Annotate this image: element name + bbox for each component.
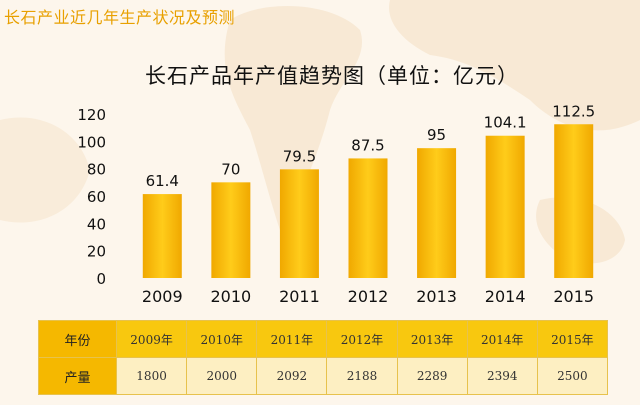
output-cell: 2394 (466, 357, 538, 395)
bar (211, 182, 251, 278)
bar-value-label: 95 (427, 126, 446, 144)
bar (279, 169, 319, 278)
x-tick-label: 2012 (348, 287, 389, 306)
y-tick-label: 120 (77, 106, 106, 124)
bar-value-label: 79.5 (283, 147, 316, 165)
x-tick-label: 2009 (142, 287, 183, 306)
chart-title: 长石产品年产值趋势图（单位：亿元） (145, 64, 519, 88)
bar-chart: 61.4 70 79.5 87.5 95 104.1 112.5 0 20 40 60 80 100 1… (77, 102, 595, 306)
output-cell: 1800 (115, 357, 188, 395)
year-cell: 2011年 (256, 320, 328, 358)
bar (485, 135, 525, 278)
y-tick-label: 80 (87, 161, 106, 179)
bar-value-label: 87.5 (351, 136, 384, 154)
output-cell: 2092 (256, 357, 328, 395)
year-cell: 2009年 (115, 320, 188, 358)
year-header-cell: 年份 (38, 320, 117, 358)
bar (417, 148, 457, 278)
production-table: 年份 2009年 2010年 2011年 2012年 2013年 2014年 2… (38, 320, 609, 395)
year-cell: 2015年 (536, 320, 609, 358)
year-cell: 2014年 (466, 320, 538, 358)
table-row-output: 产量 1800 2000 2092 2188 2289 2394 2500 (38, 357, 609, 395)
bar (142, 194, 182, 278)
x-tick-label: 2011 (279, 287, 320, 306)
x-tick-label: 2015 (553, 287, 594, 306)
bar-value-label: 70 (221, 160, 240, 178)
bar-value-label: 112.5 (552, 102, 595, 120)
y-tick-label: 100 (77, 133, 106, 151)
output-cell: 2500 (536, 357, 609, 395)
bar (554, 124, 594, 278)
bar-value-label: 61.4 (146, 172, 179, 190)
year-cell: 2010年 (186, 320, 258, 358)
x-tick-label: 2010 (210, 287, 251, 306)
x-tick-label: 2014 (485, 287, 526, 306)
y-tick-label: 40 (87, 215, 106, 233)
output-cell: 2000 (186, 357, 258, 395)
y-tick-label: 0 (96, 270, 106, 288)
bar (348, 158, 388, 278)
x-tick-label: 2013 (416, 287, 457, 306)
y-tick-label: 20 (87, 243, 106, 261)
output-cell: 2289 (396, 357, 468, 395)
y-tick-label: 60 (87, 188, 106, 206)
year-cell: 2012年 (326, 320, 398, 358)
table-row-year: 年份 2009年 2010年 2011年 2012年 2013年 2014年 2… (38, 320, 609, 358)
slide-title: 长石产业近几年生产状况及预测 (4, 8, 236, 27)
bar-value-label: 104.1 (484, 114, 527, 132)
output-header-cell: 产量 (38, 357, 117, 395)
output-cell: 2188 (326, 357, 398, 395)
year-cell: 2013年 (396, 320, 468, 358)
